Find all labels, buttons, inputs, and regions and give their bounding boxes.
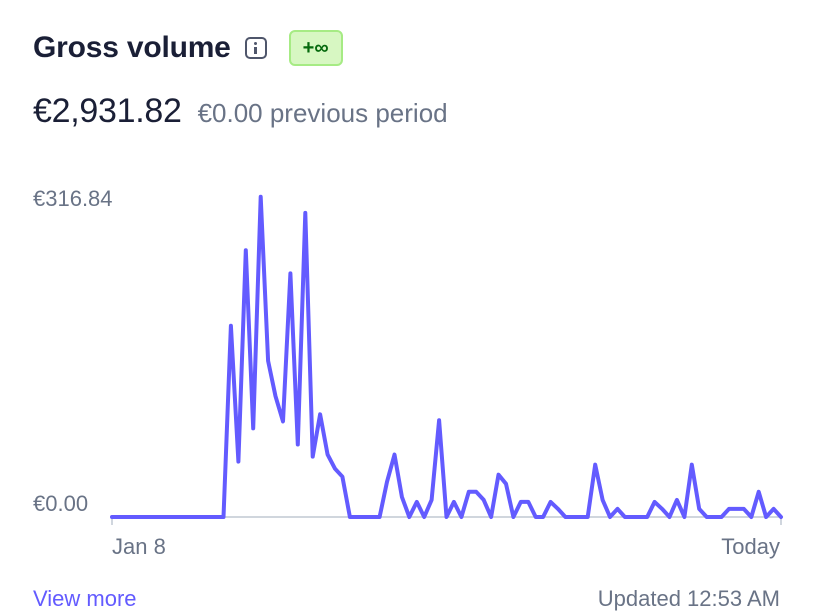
info-icon[interactable] xyxy=(244,37,267,59)
amount-row: €2,931.82 €0.00 previous period xyxy=(33,92,448,131)
series-line xyxy=(110,194,783,519)
footer: View more Updated 12:53 AM xyxy=(33,586,780,616)
gross-volume-amount: €2,931.82 xyxy=(33,92,182,130)
previous-period-amount: €0.00 previous period xyxy=(197,98,448,128)
y-min-label: €0.00 xyxy=(33,491,88,516)
header: Gross volume +∞ xyxy=(33,30,343,66)
x-end-label: Today xyxy=(721,534,780,559)
gross-volume-chart: €316.84 €0.00 Jan 8 Today xyxy=(33,186,783,559)
change-badge: +∞ xyxy=(288,30,343,66)
y-max-label: €316.84 xyxy=(33,186,113,211)
page-title: Gross volume xyxy=(33,31,231,64)
x-start-label: Jan 8 xyxy=(112,534,166,559)
updated-timestamp: Updated 12:53 AM xyxy=(597,586,780,611)
view-more-link[interactable]: View more xyxy=(33,586,137,611)
